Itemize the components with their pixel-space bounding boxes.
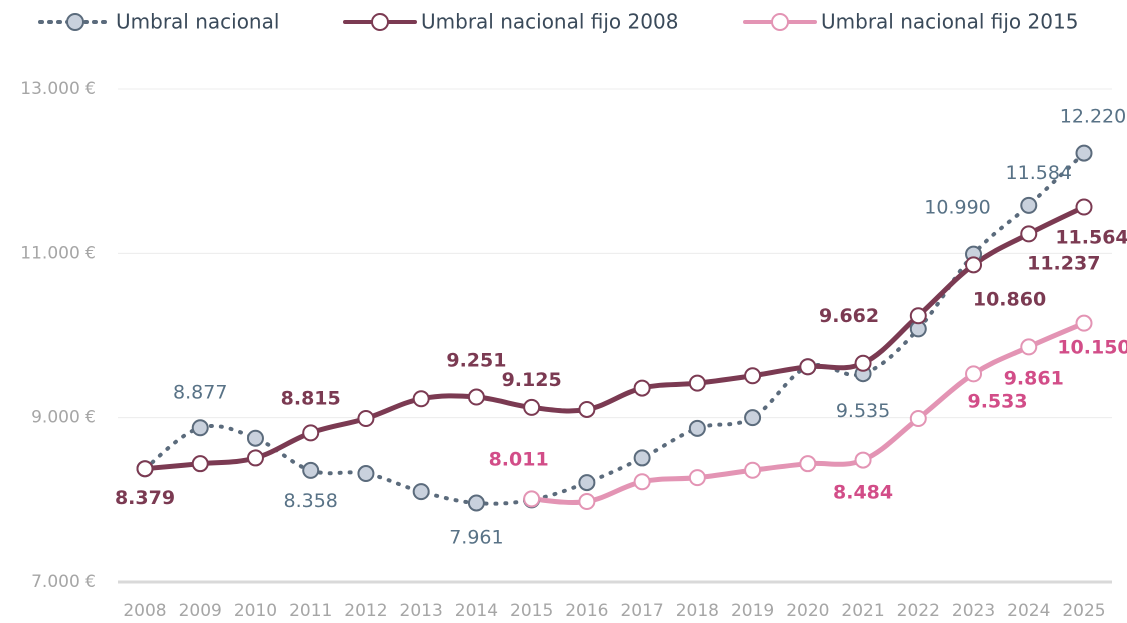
x-tick-label: 2018 bbox=[676, 601, 719, 621]
series-line bbox=[142, 204, 1087, 472]
data-point bbox=[357, 465, 375, 483]
data-point bbox=[854, 354, 872, 372]
data-point bbox=[357, 409, 375, 427]
data-point bbox=[688, 419, 706, 437]
data-label: 9.662 bbox=[819, 305, 879, 327]
data-point bbox=[633, 449, 651, 467]
x-tick-label: 2021 bbox=[841, 601, 884, 621]
x-tick-label: 2010 bbox=[234, 601, 277, 621]
x-tick-label: 2016 bbox=[565, 601, 608, 621]
data-point bbox=[302, 461, 320, 479]
data-point bbox=[246, 449, 264, 467]
data-label: 9.125 bbox=[502, 369, 562, 391]
data-point bbox=[1020, 196, 1038, 214]
data-point bbox=[1020, 225, 1038, 243]
data-point bbox=[578, 492, 596, 510]
data-point bbox=[578, 400, 596, 418]
y-tick-label: 9.000 € bbox=[31, 408, 96, 428]
data-point bbox=[467, 388, 485, 406]
data-point bbox=[633, 379, 651, 397]
data-point bbox=[578, 474, 596, 492]
legend-swatch-marker bbox=[771, 13, 789, 31]
data-label: 9.533 bbox=[967, 390, 1027, 412]
data-label: 11.564 bbox=[1055, 226, 1127, 248]
legend-label: Umbral nacional bbox=[116, 10, 279, 34]
data-label: 12.220 bbox=[1060, 106, 1126, 128]
data-point bbox=[302, 424, 320, 442]
data-point bbox=[1075, 198, 1093, 216]
data-label: 9.861 bbox=[1004, 367, 1064, 389]
data-label: 9.251 bbox=[446, 350, 506, 372]
data-point bbox=[744, 367, 762, 385]
legend-label: Umbral nacional fijo 2008 bbox=[421, 10, 678, 34]
data-point bbox=[191, 455, 209, 473]
data-point bbox=[412, 483, 430, 501]
y-tick-label: 7.000 € bbox=[31, 572, 96, 592]
data-point bbox=[688, 469, 706, 487]
data-point bbox=[744, 461, 762, 479]
data-point bbox=[854, 451, 872, 469]
x-tick-label: 2014 bbox=[455, 601, 498, 621]
data-point bbox=[965, 365, 983, 383]
data-point bbox=[523, 398, 541, 416]
x-tick-label: 2015 bbox=[510, 601, 553, 621]
data-point bbox=[909, 307, 927, 325]
data-label: 7.961 bbox=[449, 527, 503, 549]
data-label: 8.484 bbox=[833, 482, 893, 504]
data-point bbox=[246, 429, 264, 447]
data-label: 11.237 bbox=[1027, 252, 1100, 274]
x-tick-label: 2024 bbox=[1007, 601, 1050, 621]
y-tick-label: 13.000 € bbox=[20, 79, 96, 99]
x-tick-label: 2008 bbox=[123, 601, 166, 621]
data-point bbox=[136, 460, 154, 478]
legend-label: Umbral nacional fijo 2015 bbox=[821, 10, 1078, 34]
data-point bbox=[633, 473, 651, 491]
data-point bbox=[1075, 144, 1093, 162]
data-label: 8.379 bbox=[115, 487, 175, 509]
data-point bbox=[965, 256, 983, 274]
data-point bbox=[1020, 338, 1038, 356]
data-label: 10.860 bbox=[973, 288, 1046, 310]
x-tick-label: 2013 bbox=[400, 601, 443, 621]
x-tick-label: 2025 bbox=[1062, 601, 1105, 621]
data-point bbox=[909, 409, 927, 427]
data-point bbox=[467, 494, 485, 512]
x-tick-label: 2022 bbox=[897, 601, 940, 621]
data-label: 10.150 bbox=[1057, 337, 1127, 359]
data-point bbox=[744, 409, 762, 427]
legend-swatch-marker bbox=[371, 13, 389, 31]
data-label: 8.011 bbox=[489, 448, 549, 470]
x-tick-label: 2009 bbox=[179, 601, 222, 621]
x-tick-label: 2020 bbox=[786, 601, 829, 621]
series-line bbox=[529, 320, 1087, 505]
data-label: 8.877 bbox=[173, 381, 227, 403]
x-tick-label: 2023 bbox=[952, 601, 995, 621]
data-point bbox=[688, 374, 706, 392]
data-point bbox=[1075, 314, 1093, 332]
data-label: 10.990 bbox=[924, 197, 990, 219]
data-label: 9.535 bbox=[836, 400, 890, 422]
x-tick-label: 2019 bbox=[731, 601, 774, 621]
x-tick-label: 2012 bbox=[344, 601, 387, 621]
x-tick-label: 2011 bbox=[289, 601, 332, 621]
data-point bbox=[523, 490, 541, 508]
x-tick-label: 2017 bbox=[620, 601, 663, 621]
data-point bbox=[799, 455, 817, 473]
data-label: 8.358 bbox=[284, 490, 338, 512]
data-label: 8.815 bbox=[281, 387, 341, 409]
data-point bbox=[412, 390, 430, 408]
y-tick-label: 11.000 € bbox=[20, 243, 96, 263]
data-point bbox=[191, 419, 209, 437]
legend-swatch-marker bbox=[66, 13, 84, 31]
data-point bbox=[799, 358, 817, 376]
data-label: 11.584 bbox=[1006, 162, 1072, 184]
